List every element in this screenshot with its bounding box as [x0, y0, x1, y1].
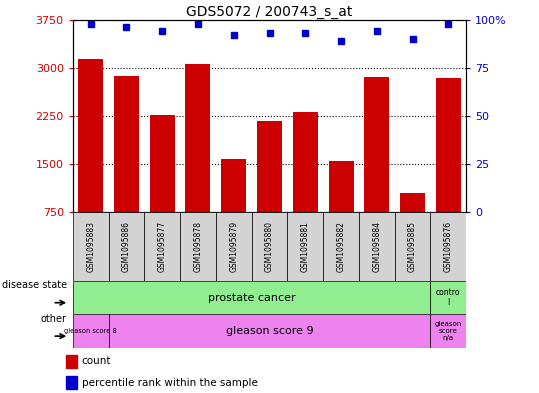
Text: GSM1095881: GSM1095881 [301, 221, 310, 272]
Text: GSM1095884: GSM1095884 [372, 221, 381, 272]
Bar [436, 78, 461, 260]
Bar [114, 76, 139, 260]
Text: GSM1095883: GSM1095883 [86, 221, 95, 272]
Title: GDS5072 / 200743_s_at: GDS5072 / 200743_s_at [186, 5, 353, 18]
Bar [150, 115, 175, 260]
Text: GSM1095876: GSM1095876 [444, 221, 453, 272]
Bar [329, 161, 354, 260]
Bar [221, 159, 246, 260]
Bar [395, 212, 431, 281]
Bar [180, 212, 216, 281]
Bar [66, 354, 77, 368]
Bar [431, 281, 466, 314]
Bar [108, 314, 431, 348]
Bar [431, 212, 466, 281]
Bar [359, 212, 395, 281]
Bar [73, 212, 108, 281]
Text: GSM1095880: GSM1095880 [265, 221, 274, 272]
Bar [108, 212, 144, 281]
Text: disease state: disease state [2, 280, 67, 290]
Text: GSM1095877: GSM1095877 [158, 221, 167, 272]
Text: gleason
score
n/a: gleason score n/a [435, 321, 462, 341]
Bar [400, 193, 425, 260]
Bar [364, 77, 389, 260]
Bar [185, 64, 211, 260]
Text: GSM1095879: GSM1095879 [229, 221, 238, 272]
Text: contro
l: contro l [436, 288, 461, 307]
Bar [323, 212, 359, 281]
Bar [287, 212, 323, 281]
Bar [431, 314, 466, 348]
Text: GSM1095878: GSM1095878 [194, 221, 203, 272]
Bar [257, 121, 282, 260]
Bar [293, 112, 318, 260]
Bar [78, 59, 103, 260]
Bar [66, 376, 77, 389]
Bar [216, 212, 252, 281]
Text: GSM1095885: GSM1095885 [408, 221, 417, 272]
Text: percentile rank within the sample: percentile rank within the sample [81, 378, 258, 387]
Text: prostate cancer: prostate cancer [208, 293, 295, 303]
Bar [144, 212, 180, 281]
Text: GSM1095886: GSM1095886 [122, 221, 131, 272]
Text: gleason score 9: gleason score 9 [226, 326, 313, 336]
Bar [252, 212, 287, 281]
Text: other: other [41, 314, 67, 324]
Text: gleason score 8: gleason score 8 [64, 328, 117, 334]
Text: count: count [81, 356, 111, 366]
Text: GSM1095882: GSM1095882 [336, 221, 345, 272]
Bar [73, 314, 108, 348]
